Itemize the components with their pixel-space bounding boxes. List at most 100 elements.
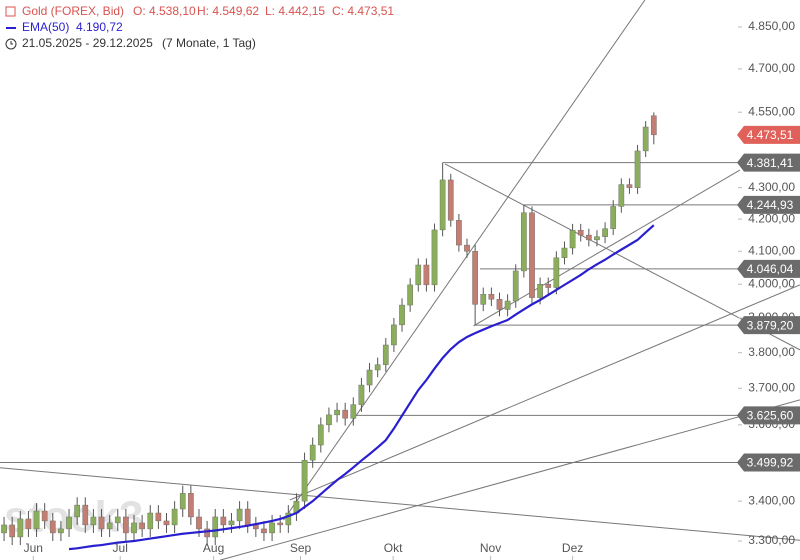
- trendline: [444, 163, 800, 351]
- candle-body: [480, 294, 487, 305]
- x-tick-label: Sep: [290, 541, 312, 555]
- candle-body: [610, 206, 617, 229]
- candle-body: [366, 369, 373, 386]
- candle-body: [74, 504, 80, 518]
- candle-body: [106, 522, 113, 530]
- candle-body: [114, 516, 121, 524]
- candle-body: [49, 520, 56, 534]
- level-tag-bg: [737, 195, 800, 214]
- x-tick-label: Nov: [480, 541, 501, 555]
- y-tick-label: 4.000,00: [748, 276, 795, 290]
- ohlc-open: O: 4.538,10: [133, 4, 196, 18]
- watermark: stock3: [4, 493, 143, 542]
- candle-body: [447, 179, 454, 221]
- candle-body: [585, 234, 592, 241]
- ohlc-high: H: 4.549,62: [197, 4, 259, 18]
- x-tick-label: Jul: [113, 541, 128, 555]
- y-tick-label: 4.550,00: [748, 104, 795, 118]
- date-range: 21.05.2025 - 29.12.2025: [22, 36, 153, 50]
- header: Gold (FOREX, Bid) O: 4.538,10 H: 4.549,6…: [5, 4, 394, 50]
- candle-body: [334, 409, 340, 416]
- candle-body: [512, 270, 519, 302]
- candle-body: [553, 257, 560, 288]
- candle-body: [488, 294, 495, 300]
- candle-body: [577, 230, 584, 236]
- level-tag-bg: [737, 453, 800, 472]
- y-tick-label: 3.400,00: [748, 493, 795, 507]
- candle-body: [188, 493, 194, 518]
- candle-body: [439, 179, 446, 231]
- candle-body: [25, 518, 32, 530]
- candle-body: [269, 522, 275, 534]
- candle-body: [496, 299, 503, 310]
- candle-body: [301, 459, 308, 502]
- y-tick-label: 4.850,00: [748, 19, 795, 33]
- candle-body: [277, 522, 284, 526]
- y-tick-label: 4.300,00: [748, 180, 795, 194]
- candle-body: [521, 212, 527, 272]
- level-tag-bg: [737, 259, 800, 278]
- candle-body: [236, 508, 243, 522]
- candle-body: [456, 220, 462, 246]
- y-tick-label: 4.100,00: [748, 243, 795, 257]
- x-tick-label: Okt: [384, 541, 403, 555]
- candle-body: [472, 251, 478, 305]
- candle-body: [431, 229, 438, 286]
- trendline: [0, 467, 800, 541]
- candle-body: [228, 520, 235, 526]
- candle-body: [212, 516, 219, 538]
- trendline: [283, 0, 646, 521]
- candle-body: [569, 230, 576, 249]
- candle-body: [407, 284, 413, 306]
- last-price-tag-bg: [737, 125, 800, 144]
- y-tick-label: 3.800,00: [748, 345, 795, 359]
- x-tick-label: Jun: [24, 541, 43, 555]
- level-tag: 3.499,92: [747, 456, 794, 470]
- date-span: (7 Monate, 1 Tag): [162, 36, 256, 50]
- candle-body: [374, 364, 381, 371]
- candle-body: [626, 184, 633, 188]
- candle-body: [131, 522, 137, 534]
- ema-last: 4.190,72: [76, 20, 123, 34]
- ohlc-close: C: 4.473,51: [332, 4, 394, 18]
- clock-icon: [5, 38, 17, 50]
- candle-body: [317, 424, 324, 446]
- y-tick-label: 4.200,00: [748, 211, 795, 225]
- candle-body: [537, 284, 543, 298]
- candle-body: [358, 384, 365, 405]
- x-tick-label: Aug: [203, 541, 224, 555]
- candle-body: [261, 528, 267, 534]
- last-price-tag: 4.473,51: [747, 128, 794, 142]
- candle-body: [204, 528, 210, 538]
- candle-body: [171, 508, 178, 526]
- instrument-icon: [5, 6, 16, 17]
- instrument: Gold (FOREX, Bid): [22, 4, 124, 18]
- candle-body: [33, 510, 40, 530]
- candle-body: [41, 510, 48, 522]
- y-tick-label: 3.700,00: [748, 380, 795, 394]
- clock-hands: [10, 41, 13, 45]
- y-tick-label: 3.300,00: [748, 533, 795, 547]
- trendline: [219, 399, 800, 560]
- candle-body: [350, 404, 357, 419]
- candle-body: [147, 512, 154, 530]
- candle-body: [504, 300, 511, 310]
- candle-body: [342, 409, 349, 419]
- trendline: [473, 169, 741, 327]
- axis: 4.850,00 4.700,00 4.550,00 4.300,00 4.200,00…: [24, 19, 800, 560]
- trendline: [289, 284, 800, 501]
- candle-body: [326, 414, 332, 426]
- candle-body: [163, 520, 170, 526]
- candle-body: [196, 516, 202, 530]
- level-tag: 3.879,20: [747, 318, 794, 332]
- candle-body: [650, 115, 657, 136]
- candle-body: [634, 150, 641, 188]
- candle-body: [179, 493, 186, 510]
- level-tag: 3.625,60: [747, 409, 794, 423]
- level-tag: 4.381,41: [747, 156, 794, 170]
- candle-body: [561, 247, 568, 258]
- ema-line: [68, 224, 655, 551]
- candle-body: [464, 244, 470, 252]
